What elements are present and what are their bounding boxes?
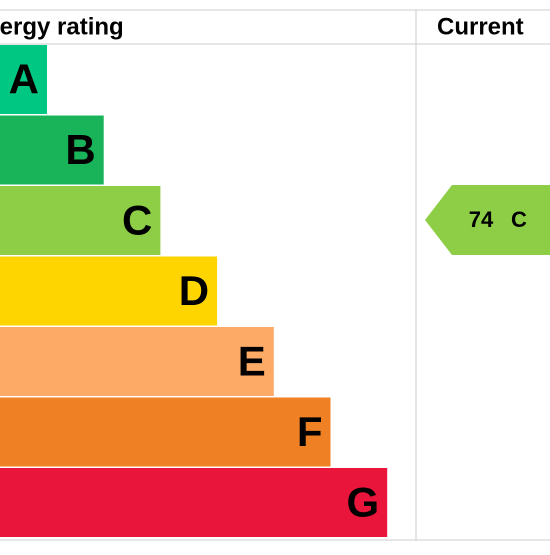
band-bar bbox=[0, 397, 331, 467]
band-bar bbox=[0, 468, 388, 537]
band-bar bbox=[0, 186, 161, 255]
band-letter: C bbox=[122, 197, 152, 244]
header-current: Current bbox=[437, 13, 524, 40]
band-bar bbox=[0, 45, 47, 114]
header-title: Energy rating bbox=[0, 13, 124, 40]
band-letter: A bbox=[9, 56, 39, 103]
band-bar bbox=[0, 115, 104, 185]
band-letter: G bbox=[347, 479, 380, 526]
band-letter: F bbox=[297, 408, 323, 455]
band-letter: D bbox=[179, 267, 209, 314]
current-value: 74 bbox=[469, 207, 494, 232]
band-bar bbox=[0, 327, 274, 396]
current-band: C bbox=[511, 207, 527, 232]
band-letter: E bbox=[238, 338, 266, 385]
band-bar bbox=[0, 256, 218, 326]
band-letter: B bbox=[65, 126, 95, 173]
current-arrow bbox=[425, 185, 550, 255]
